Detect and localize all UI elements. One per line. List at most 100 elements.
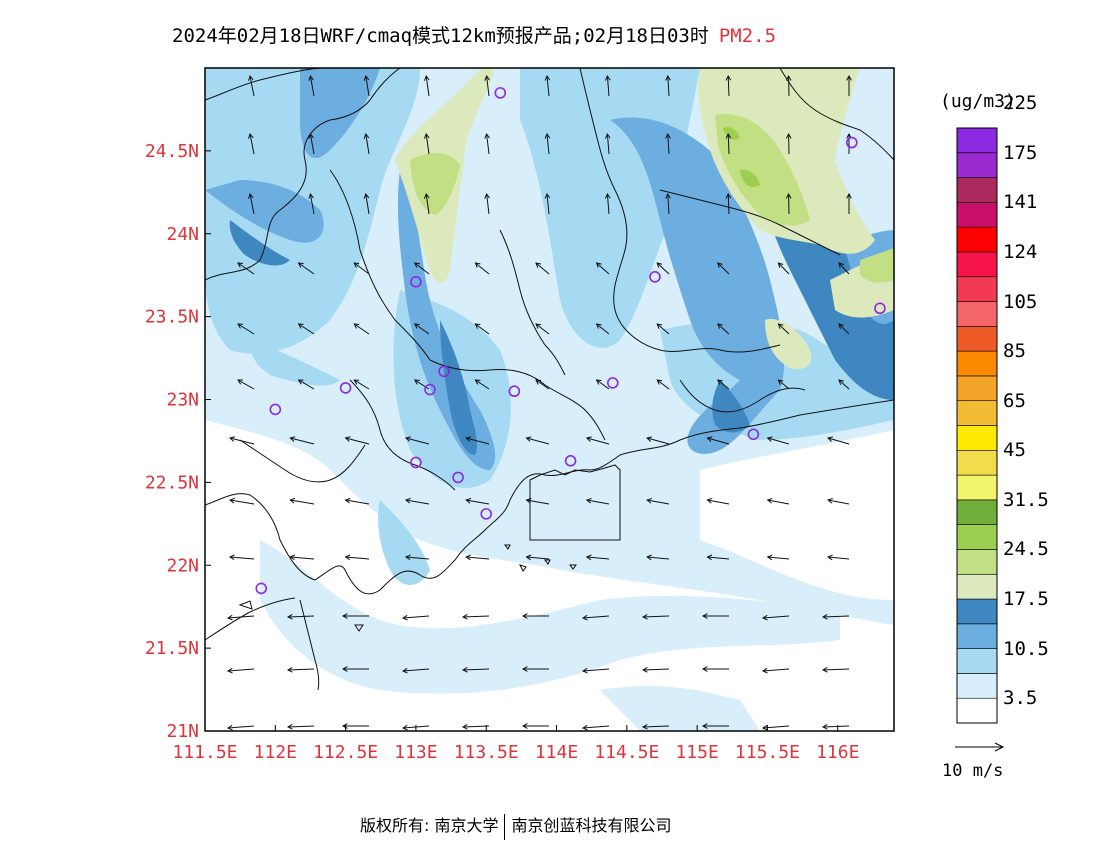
province-line-8 — [779, 68, 894, 161]
legend-swatch — [956, 573, 998, 600]
legend-swatch — [956, 697, 998, 724]
x-tick-label: 115E — [675, 742, 718, 763]
wind-arrow — [308, 192, 315, 215]
wind-arrow — [595, 379, 610, 390]
province-line-3 — [329, 169, 431, 361]
wind-arrow — [766, 436, 790, 445]
wind-arrow — [521, 666, 549, 672]
x-tick-label: 114.5E — [594, 742, 659, 763]
wind-arrow — [838, 323, 850, 335]
station-marker — [438, 365, 450, 378]
province-line-2 — [205, 68, 321, 101]
wind-arrow — [465, 497, 490, 505]
wind-reference-label: 10 m/s — [942, 761, 1004, 781]
wind-arrow — [413, 262, 430, 275]
copyright-left: 版权所有: 南京大学 — [360, 816, 499, 835]
wind-reference-arrow — [955, 742, 1005, 752]
wind-arrow — [777, 323, 790, 335]
wind-vector-field — [226, 74, 852, 731]
y-tick-label: 23N — [166, 390, 199, 411]
wind-arrow — [363, 74, 370, 97]
field-green-dark-2 — [740, 169, 760, 188]
island-6 — [238, 600, 253, 610]
wind-arrow — [544, 74, 551, 97]
wind-arrow — [363, 192, 370, 215]
y-tick-label: 21N — [166, 721, 199, 742]
wind-arrow — [766, 497, 790, 505]
wind-arrow — [604, 74, 611, 97]
wind-arrow — [474, 379, 490, 390]
station-marker — [339, 382, 352, 394]
province-line-6 — [579, 68, 781, 353]
legend-swatch — [956, 499, 998, 525]
province-line-12 — [299, 599, 320, 691]
wind-arrow — [535, 379, 550, 390]
wind-arrow — [353, 262, 370, 275]
wind-arrow — [641, 667, 670, 673]
wind-arrow — [826, 436, 850, 445]
wind-arrow — [717, 323, 730, 335]
wind-arrow — [401, 667, 430, 674]
wind-arrow — [846, 192, 852, 214]
wind-arrow — [404, 554, 430, 561]
wind-arrow — [484, 132, 490, 155]
station-marker — [410, 276, 422, 288]
wind-arrow — [237, 262, 255, 275]
x-axis: 111.5E 112E 112.5E 113E 113.5E 114E 114.5E 115E… — [172, 725, 859, 763]
wind-arrow — [785, 132, 792, 155]
province-line-13 — [205, 597, 296, 641]
station-marker — [494, 87, 507, 99]
station-marker — [410, 456, 422, 469]
wind-arrow — [401, 614, 430, 621]
legend-level-label: 141 — [1003, 191, 1038, 214]
y-axis: 21N 21.5N 22N 22.5N 23N 23.5N 24N 24.5N — [145, 141, 211, 742]
wind-arrow — [237, 379, 255, 390]
wind-arrow — [717, 262, 730, 275]
field-mid-6 — [250, 340, 340, 386]
wind-arrow — [777, 262, 790, 275]
wind-arrow — [289, 436, 315, 445]
wind-arrow — [308, 74, 315, 97]
wind-arrow — [665, 192, 671, 215]
station-marker — [508, 385, 521, 398]
field-light-sea — [260, 540, 840, 694]
station-marker — [874, 302, 886, 315]
legend-swatch — [956, 276, 998, 302]
wind-arrow — [846, 74, 852, 96]
wind-arrow — [646, 436, 670, 445]
wind-arrow — [581, 667, 610, 674]
field-mid-5 — [378, 500, 430, 585]
station-marker — [269, 403, 282, 416]
wind-arrow — [344, 436, 370, 445]
wind-arrow — [226, 724, 255, 731]
legend-swatch — [956, 375, 998, 402]
wind-arrow — [581, 724, 610, 731]
coastline — [205, 399, 894, 595]
wind-arrow — [341, 666, 369, 672]
legend-swatch — [956, 177, 998, 203]
wind-arrow — [289, 497, 315, 505]
wind-arrow — [665, 132, 671, 155]
copyright-separator — [504, 813, 506, 840]
wind-arrow — [581, 614, 610, 621]
wind-arrow — [297, 262, 315, 275]
wind-arrow — [286, 667, 315, 673]
wind-arrow — [725, 74, 732, 97]
legend-swatch — [956, 350, 998, 377]
wind-arrow — [785, 192, 792, 215]
legend-colorbar — [956, 127, 998, 724]
wind-arrow — [544, 192, 551, 215]
wind-arrow — [544, 132, 551, 155]
wind-arrow — [826, 497, 850, 505]
station-marker — [480, 508, 493, 520]
wind-arrow — [341, 613, 369, 619]
field-green-2 — [698, 68, 875, 254]
province-line-4 — [429, 359, 606, 441]
legend-swatch — [956, 449, 998, 476]
wind-arrow — [646, 497, 670, 505]
y-axis-ticks: 21N 21.5N 22N 22.5N 23N 23.5N 24N 24.5N — [145, 141, 211, 742]
wind-arrow — [413, 379, 430, 390]
wind-arrow — [646, 554, 670, 561]
wind-arrow — [641, 724, 670, 730]
